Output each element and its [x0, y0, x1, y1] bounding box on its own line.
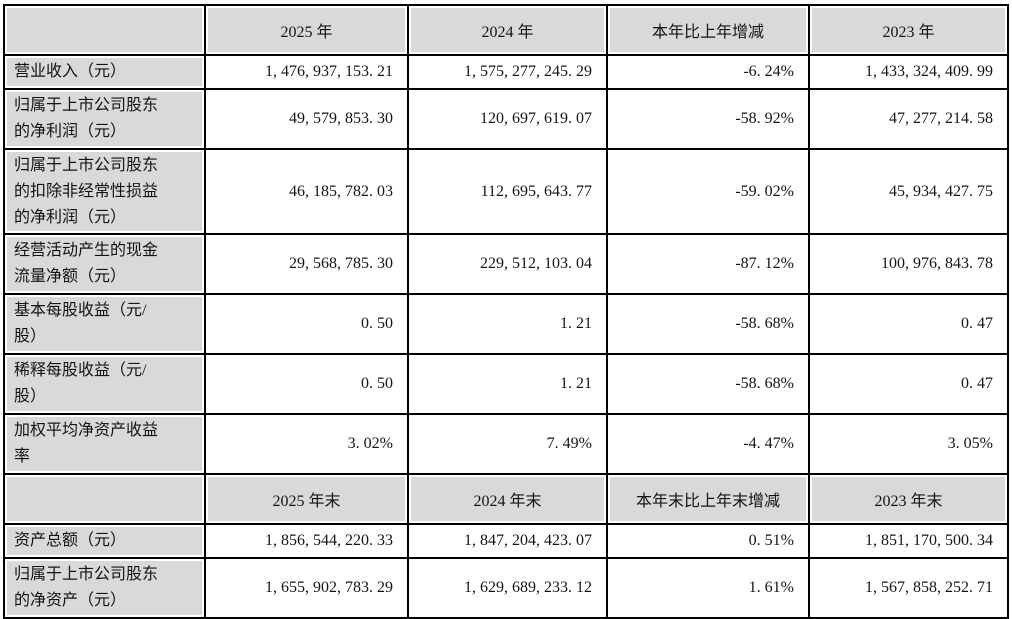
cell-value: 49, 579, 853. 30 [204, 87, 409, 150]
table-row-net-assets: 归属于上市公司股东 的净资产（元） 1, 655, 902, 783. 29 1… [3, 556, 1009, 619]
cell-value: 100, 976, 843. 78 [808, 233, 1009, 296]
column-header-2024: 2024 年 [407, 4, 608, 56]
financial-summary-table: 2025 年 2024 年 本年比上年增减 2023 年 营业收入（元） 1, … [3, 4, 1009, 619]
corner-cell [3, 472, 206, 525]
table-header-row-point: 2025 年末 2024 年末 本年末比上年末增减 2023 年末 [3, 472, 1009, 525]
corner-cell [3, 4, 206, 56]
row-label: 归属于上市公司股东 的扣除非经常性损益 的净利润（元） [3, 147, 206, 236]
table-header-row-period: 2025 年 2024 年 本年比上年增减 2023 年 [3, 4, 1009, 56]
cell-value: 1, 655, 902, 783. 29 [204, 556, 409, 619]
table-row-basic-eps: 基本每股收益（元/ 股） 0. 50 1. 21 -58. 68% 0. 47 [3, 293, 1009, 356]
column-header-yoy-change: 本年比上年增减 [606, 4, 810, 56]
cell-value: -59. 02% [606, 147, 810, 236]
cell-value: 3. 02% [204, 412, 409, 475]
cell-value: 1. 21 [407, 353, 608, 415]
cell-value: 46, 185, 782. 03 [204, 147, 409, 236]
cell-value: -4. 47% [606, 412, 810, 475]
cell-value: 1, 575, 277, 245. 29 [407, 54, 608, 90]
cell-value: 112, 695, 643. 77 [407, 147, 608, 236]
cell-value: 0. 47 [808, 353, 1009, 415]
column-header-end-yoy-change: 本年末比上年末增减 [606, 472, 810, 525]
cell-value: 1, 629, 689, 233. 12 [407, 556, 608, 619]
table-row-operating-cash-flow: 经营活动产生的现金 流量净额（元） 29, 568, 785. 30 229, … [3, 233, 1009, 296]
cell-value: 7. 49% [407, 412, 608, 475]
cell-value: 45, 934, 427. 75 [808, 147, 1009, 236]
row-label: 稀释每股收益（元/ 股） [3, 353, 206, 415]
column-header-2023-end: 2023 年末 [808, 472, 1009, 525]
cell-value: -58. 92% [606, 87, 810, 150]
cell-value: 47, 277, 214. 58 [808, 87, 1009, 150]
cell-value: 1. 61% [606, 556, 810, 619]
table-row-net-profit: 归属于上市公司股东 的净利润（元） 49, 579, 853. 30 120, … [3, 87, 1009, 150]
cell-value: -87. 12% [606, 233, 810, 296]
row-label: 归属于上市公司股东 的净利润（元） [3, 87, 206, 150]
cell-value: 1, 567, 858, 252. 71 [808, 556, 1009, 619]
table-row-diluted-eps: 稀释每股收益（元/ 股） 0. 50 1. 21 -58. 68% 0. 47 [3, 353, 1009, 415]
row-label: 基本每股收益（元/ 股） [3, 293, 206, 356]
row-label: 经营活动产生的现金 流量净额（元） [3, 233, 206, 296]
table-row-revenue: 营业收入（元） 1, 476, 937, 153. 21 1, 575, 277… [3, 54, 1009, 90]
row-label: 归属于上市公司股东 的净资产（元） [3, 556, 206, 619]
cell-value: 3. 05% [808, 412, 1009, 475]
table-row-total-assets: 资产总额（元） 1, 856, 544, 220. 33 1, 847, 204… [3, 522, 1009, 559]
cell-value: 1, 851, 170, 500. 34 [808, 522, 1009, 559]
cell-value: -58. 68% [606, 293, 810, 356]
cell-value: 229, 512, 103. 04 [407, 233, 608, 296]
cell-value: 0. 51% [606, 522, 810, 559]
financial-summary-page: 2025 年 2024 年 本年比上年增减 2023 年 营业收入（元） 1, … [0, 4, 1012, 619]
row-label: 营业收入（元） [3, 54, 206, 90]
cell-value: 1, 847, 204, 423. 07 [407, 522, 608, 559]
row-label: 加权平均净资产收益 率 [3, 412, 206, 475]
cell-value: 0. 50 [204, 353, 409, 415]
cell-value: 1, 433, 324, 409. 99 [808, 54, 1009, 90]
row-label: 资产总额（元） [3, 522, 206, 559]
cell-value: 29, 568, 785. 30 [204, 233, 409, 296]
column-header-2023: 2023 年 [808, 4, 1009, 56]
cell-value: 1, 856, 544, 220. 33 [204, 522, 409, 559]
column-header-2025: 2025 年 [204, 4, 409, 56]
cell-value: 0. 47 [808, 293, 1009, 356]
column-header-2024-end: 2024 年末 [407, 472, 608, 525]
cell-value: 0. 50 [204, 293, 409, 356]
cell-value: -58. 68% [606, 353, 810, 415]
cell-value: 120, 697, 619. 07 [407, 87, 608, 150]
column-header-2025-end: 2025 年末 [204, 472, 409, 525]
cell-value: 1, 476, 937, 153. 21 [204, 54, 409, 90]
table-row-weighted-avg-roe: 加权平均净资产收益 率 3. 02% 7. 49% -4. 47% 3. 05% [3, 412, 1009, 475]
cell-value: 1. 21 [407, 293, 608, 356]
table-row-net-profit-excl-nonrecurring: 归属于上市公司股东 的扣除非经常性损益 的净利润（元） 46, 185, 782… [3, 147, 1009, 236]
cell-value: -6. 24% [606, 54, 810, 90]
